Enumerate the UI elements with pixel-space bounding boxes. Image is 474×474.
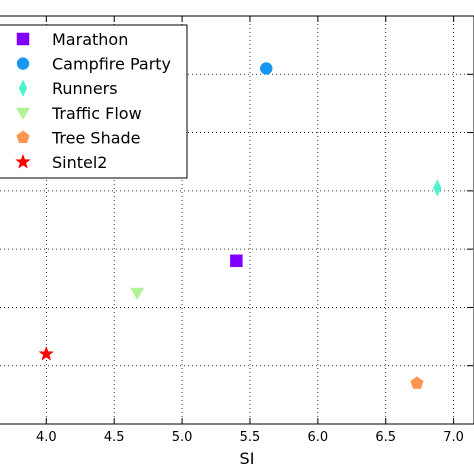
square-marker [230, 254, 243, 268]
triangle-down-marker [15, 107, 31, 120]
star-marker [15, 153, 31, 169]
legend-label: Traffic Flow [51, 104, 142, 123]
x-axis-ticks: 4.0 4.5 5.0 5.5 6.0 6.5 7.0 [36, 16, 473, 445]
x-axis-label: SI [240, 449, 255, 468]
diamond-marker [18, 79, 28, 97]
x-tick-label: 4.0 [36, 430, 57, 445]
data-point [38, 345, 55, 361]
diamond-marker [433, 179, 442, 197]
circle-marker [260, 62, 273, 75]
data-point [230, 254, 243, 268]
legend-entry: Traffic Flow [15, 104, 142, 123]
legend-box [0, 24, 188, 179]
data-point [130, 287, 145, 300]
legend-entry: Sintel2 [15, 153, 107, 172]
data-point [410, 376, 424, 389]
legend-entry: Marathon [16, 30, 128, 49]
triangle-down-marker [130, 287, 145, 300]
legend-label: Runners [52, 79, 118, 98]
x-tick-label: 7.0 [443, 430, 464, 445]
data-point [260, 62, 273, 75]
x-tick-label: 6.5 [375, 430, 396, 445]
data-point [433, 179, 442, 197]
star-marker [38, 345, 55, 361]
x-tick-label: 6.0 [308, 430, 329, 445]
x-tick-label: 5.5 [240, 430, 261, 445]
pentagon-marker [16, 130, 30, 143]
legend-entry: Tree Shade [16, 128, 141, 147]
legend-entry: Campfire Party [16, 55, 171, 74]
legend: Marathon Campfire Party Runners Traffic Flo… [0, 24, 188, 179]
pentagon-marker [410, 376, 424, 389]
square-marker [16, 32, 30, 46]
x-tick-label: 5.0 [172, 430, 193, 445]
plot-area-frame [0, 15, 474, 425]
data-points [38, 62, 442, 389]
legend-label: Sintel2 [52, 153, 107, 172]
legend-label: Campfire Party [52, 55, 171, 74]
legend-label: Tree Shade [51, 128, 141, 147]
circle-marker [16, 57, 30, 70]
x-tick-label: 4.5 [104, 430, 125, 445]
legend-label: Marathon [52, 30, 128, 49]
legend-entry: Runners [18, 79, 118, 98]
